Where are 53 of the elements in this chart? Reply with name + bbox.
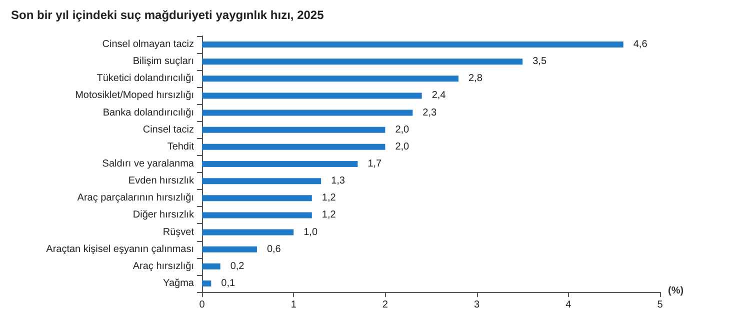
bar xyxy=(202,76,458,82)
x-axis-title: (%) xyxy=(668,286,684,296)
x-tick-label: 0 xyxy=(199,300,206,310)
bar xyxy=(202,280,212,286)
y-tick-label: Saldırı ve yaralanma xyxy=(102,158,194,170)
data-label: 1,2 xyxy=(322,210,336,221)
y-tick-label: Rüşvet xyxy=(162,226,194,238)
x-tick-label: 1 xyxy=(290,300,297,310)
bar xyxy=(202,195,312,202)
data-label: 2,0 xyxy=(395,124,410,136)
x-tick-label: 3 xyxy=(474,300,480,310)
bar xyxy=(202,229,294,236)
data-label: 2,8 xyxy=(468,73,483,84)
bar xyxy=(202,144,386,150)
data-label: 0,2 xyxy=(230,260,245,272)
data-label: 2,4 xyxy=(432,90,446,102)
bar xyxy=(202,178,322,184)
bar xyxy=(202,110,413,116)
data-label: 0,1 xyxy=(221,278,236,289)
chart-title: Son bir yıl içindeki suç mağduriyeti yaygınlık hızı, 2025 xyxy=(11,8,324,22)
x-tick-label: 4 xyxy=(566,300,572,310)
bar xyxy=(202,58,523,65)
data-label: 0,6 xyxy=(266,244,282,255)
y-tick-label: Banka dolandırıcılığı xyxy=(102,107,194,118)
bar xyxy=(202,161,358,167)
y-tick-label: Tüketici dolandırıcılığı xyxy=(96,73,194,84)
y-tick-label: Araç hırsızlığı xyxy=(132,260,194,272)
data-label: 3,5 xyxy=(532,56,547,68)
y-tick-label: Cinsel taciz xyxy=(142,124,194,136)
y-tick-label: Diğer hırsızlık xyxy=(132,210,195,221)
y-tick-label: Bilişim suçları xyxy=(132,56,194,68)
data-label: 2,3 xyxy=(422,107,438,118)
bar xyxy=(202,42,624,48)
y-tick-label: Tehdit xyxy=(167,141,194,152)
y-tick-label: Araçtan kişisel eşyanın çalınması xyxy=(46,244,194,255)
bar xyxy=(202,246,257,252)
bar xyxy=(202,263,220,270)
y-tick-label: Evden hırsızlık xyxy=(128,176,195,187)
data-label: 2,0 xyxy=(395,141,410,152)
bar xyxy=(202,212,312,218)
y-tick-label: Motosiklet/Moped hırsızlığı xyxy=(75,90,194,102)
data-label: 1,3 xyxy=(331,176,346,187)
data-label: 1,2 xyxy=(322,192,336,204)
y-tick-label: Araç parçalarının hırsızlığı xyxy=(77,192,194,204)
y-tick-label: Yağma xyxy=(163,278,194,289)
data-label: 1,7 xyxy=(368,158,382,170)
data-label: 1,0 xyxy=(304,226,318,238)
y-tick-label: Cinsel olmayan taciz xyxy=(102,39,194,50)
data-label: 4,6 xyxy=(633,39,648,50)
bar xyxy=(202,92,422,99)
x-tick-label: 2 xyxy=(382,300,388,310)
bar xyxy=(202,126,386,133)
x-tick-label: 5 xyxy=(657,300,664,310)
